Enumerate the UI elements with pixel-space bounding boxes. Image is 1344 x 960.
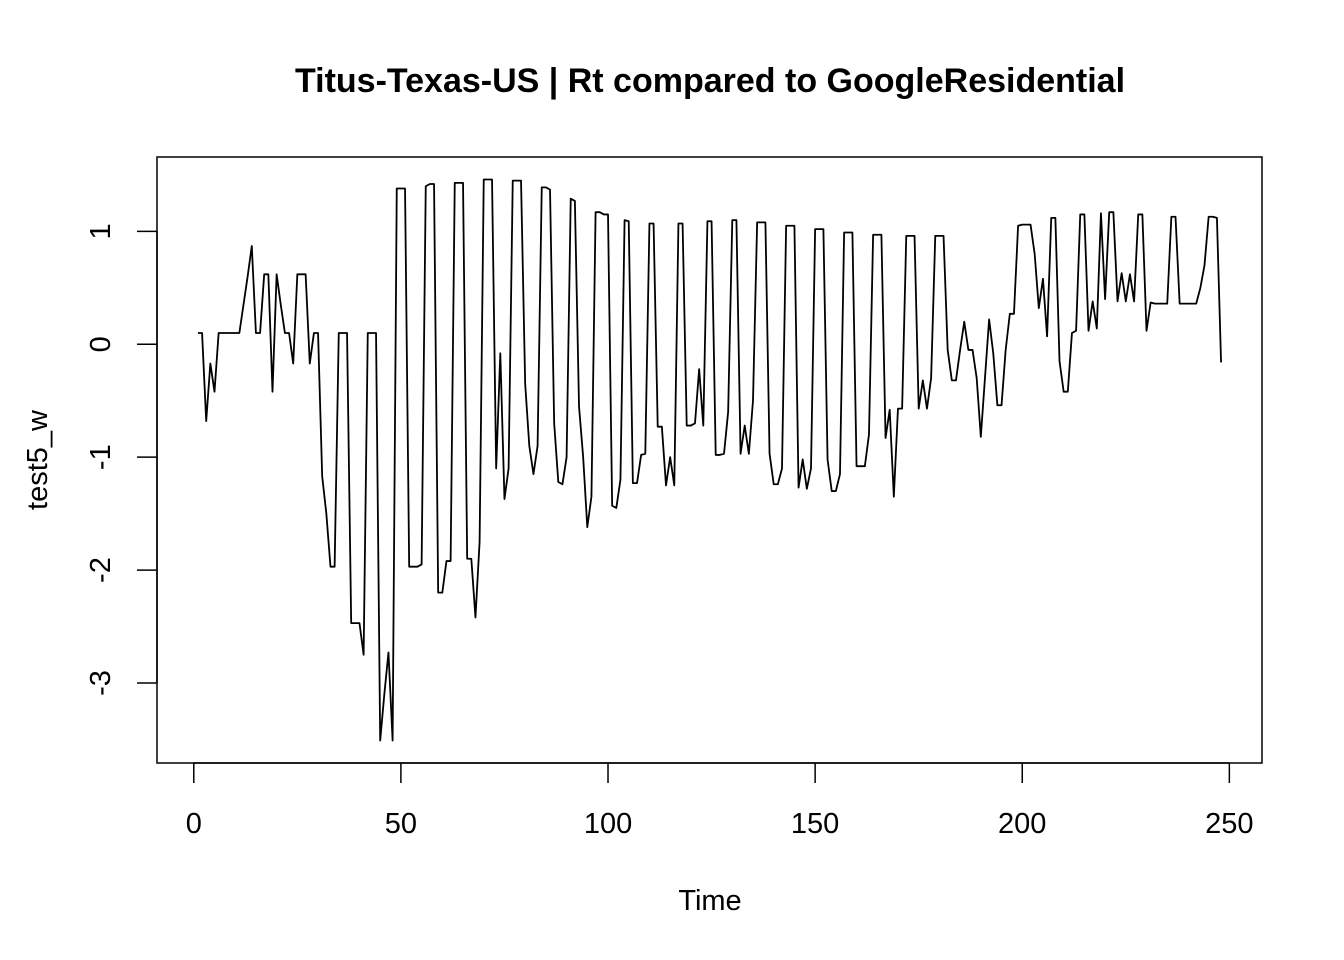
x-tick-label: 250 [1205,808,1253,840]
x-axis-label: Time [678,885,741,917]
chart-title: Titus-Texas-US | Rt compared to GoogleRe… [295,62,1125,100]
x-tick-label: 100 [584,808,632,840]
y-tick-label: 0 [85,336,117,352]
y-tick-label: -1 [85,444,117,470]
x-tick-label: 150 [791,808,839,840]
y-tick-label: -2 [85,557,117,583]
y-axis-label: test5_w [22,409,54,510]
y-tick-label: 1 [85,223,117,239]
y-tick-label: -3 [85,670,117,696]
series-line [197,178,1222,742]
x-tick-label: 0 [186,808,202,840]
x-tick-label: 50 [385,808,417,840]
x-tick-label: 200 [998,808,1046,840]
plot-box [156,156,1263,764]
